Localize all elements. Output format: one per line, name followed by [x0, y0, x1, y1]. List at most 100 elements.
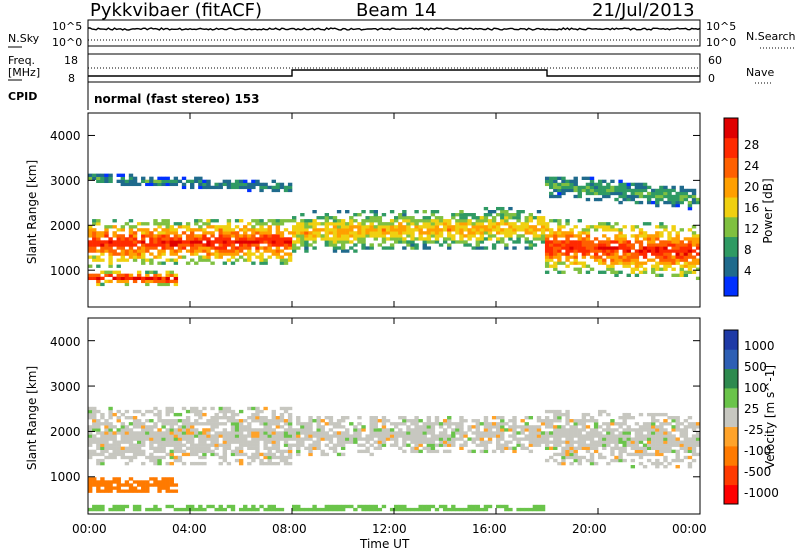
range-gate-cell: [96, 489, 101, 493]
range-gate-cell: [169, 243, 174, 247]
range-gate-cell: [226, 437, 232, 441]
range-gate-cell: [149, 409, 154, 414]
range-gate-cell: [267, 225, 272, 229]
range-gate-cell: [108, 279, 113, 284]
range-gate-cell: [141, 443, 146, 447]
range-gate-cell: [593, 440, 599, 444]
range-gate-cell: [92, 434, 97, 438]
range-gate-cell: [263, 431, 268, 435]
range-gate-cell: [614, 222, 619, 226]
range-gate-cell: [124, 455, 130, 460]
range-gate-cell: [381, 222, 387, 226]
range-gate-cell: [695, 237, 701, 241]
range-gate-cell: [377, 216, 383, 220]
range-gate-cell: [255, 437, 260, 441]
range-gate-cell: [598, 185, 603, 190]
range-gate-cell: [328, 428, 334, 432]
range-gate-cell: [222, 406, 228, 411]
axis-ticks: [87, 113, 701, 514]
range-gate-cell: [426, 443, 432, 447]
range-gate-cell: [422, 446, 427, 450]
range-gate-cell: [561, 270, 566, 274]
range-gate-cell: [141, 437, 146, 441]
range-gate-cell: [410, 222, 415, 226]
range-gate-cell: [153, 440, 158, 444]
range-gate-cell: [589, 267, 595, 271]
range-gate-cell: [145, 270, 150, 274]
range-gate-cell: [202, 431, 207, 435]
range-gate-cell: [161, 182, 166, 187]
range-gate-cell: [255, 416, 260, 420]
range-gate-cell: [88, 480, 93, 484]
range-gate-cell: [410, 440, 415, 444]
range-gate-cell: [92, 219, 97, 223]
range-gate-cell: [161, 446, 166, 450]
range-gate-cell: [120, 255, 126, 259]
range-gate-cell: [316, 216, 321, 220]
range-gate-cell: [328, 419, 334, 423]
range-gate-cell: [198, 225, 203, 229]
range-gate-cell: [312, 443, 317, 447]
range-gate-cell: [292, 234, 297, 238]
range-gate-cell: [544, 443, 550, 447]
range-gate-cell: [655, 191, 660, 196]
range-gate-cell: [173, 258, 179, 262]
range-gate-cell: [434, 240, 440, 244]
range-gate-cell: [157, 282, 162, 287]
range-gate-cell: [161, 176, 166, 180]
range-gate-cell: [104, 443, 109, 447]
range-gate-cell: [695, 452, 701, 457]
range-gate-cell: [177, 225, 183, 229]
range-gate-cell: [173, 434, 179, 438]
range-gate-cell: [422, 237, 427, 241]
range-gate-cell: [540, 437, 546, 441]
cpid-text: normal (fast stereo) 153: [94, 92, 260, 106]
range-gate-cell: [96, 273, 101, 277]
range-gate-cell: [165, 428, 170, 432]
range-gate-cell: [683, 443, 689, 447]
range-gate-cell: [418, 507, 423, 512]
range-gate-cell: [626, 249, 631, 253]
range-gate-cell: [646, 234, 652, 238]
range-gate-cell: [210, 437, 215, 441]
range-gate-cell: [553, 243, 558, 247]
range-gate-cell: [153, 279, 158, 284]
range-gate-cell: [234, 225, 240, 229]
range-gate-cell: [120, 252, 126, 256]
range-gate-cell: [602, 194, 607, 199]
range-gate-cell: [116, 483, 121, 487]
range-gate-cell: [206, 504, 211, 509]
range-gate-cell: [238, 255, 244, 259]
range-gate-cell: [132, 255, 138, 259]
range-gate-cell: [153, 276, 158, 281]
range-gate-cell: [169, 504, 174, 509]
range-gate-cell: [214, 425, 219, 429]
range-gate-cell: [414, 416, 419, 420]
range-gate-cell: [418, 437, 423, 441]
range-gate-cell: [565, 219, 570, 223]
range-gate-cell: [414, 222, 419, 226]
range-gate-cell: [145, 437, 150, 441]
range-gate-cell: [500, 216, 505, 220]
range-gate-cell: [214, 237, 219, 241]
range-gate-cell: [467, 228, 472, 232]
range-gate-cell: [136, 483, 142, 487]
range-gate-cell: [406, 234, 411, 238]
range-gate-cell: [389, 219, 395, 223]
range-gate-cell: [577, 422, 582, 426]
range-gate-cell: [471, 234, 476, 238]
range-gate-cell: [120, 446, 126, 450]
range-gate-cell: [683, 455, 689, 460]
range-gate-cell: [173, 243, 179, 247]
range-gate-cell: [210, 452, 215, 457]
range-gate-cell: [500, 434, 505, 438]
range-gate-cell: [296, 504, 301, 509]
range-gate-cell: [177, 240, 183, 244]
range-gate-cell: [104, 228, 109, 232]
range-gate-cell: [565, 246, 570, 250]
range-gate-cell: [157, 276, 162, 281]
range-gate-cell: [287, 455, 293, 460]
range-gate-cell: [336, 240, 342, 244]
range-gate-cell: [165, 276, 170, 281]
range-gate-cell: [218, 246, 223, 250]
